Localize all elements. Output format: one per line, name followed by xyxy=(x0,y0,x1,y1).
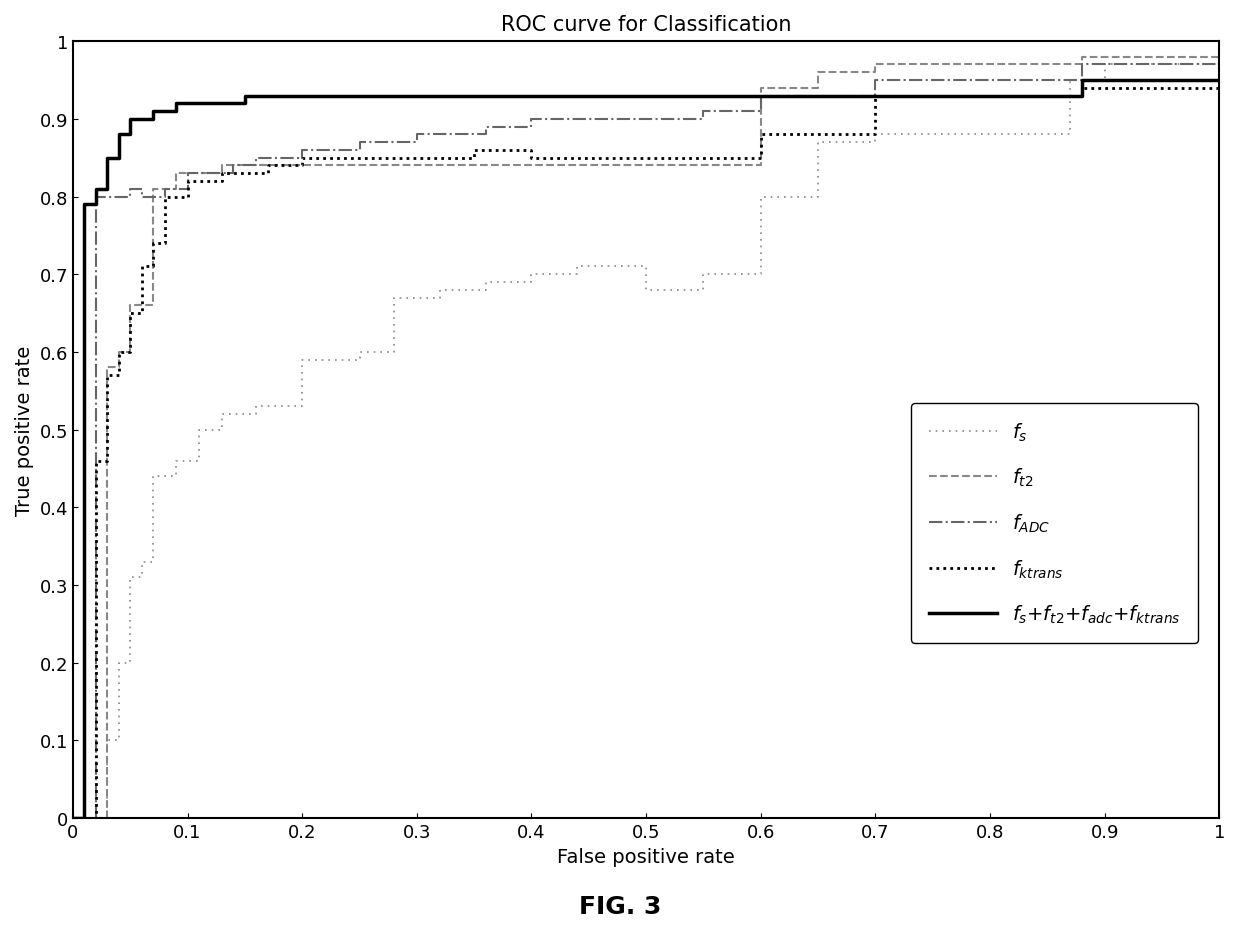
Text: FIG. 3: FIG. 3 xyxy=(579,894,661,918)
Y-axis label: True positive rate: True positive rate xyxy=(15,345,33,515)
X-axis label: False positive rate: False positive rate xyxy=(557,846,735,866)
Legend: $f_s$, $f_{t2}$, $f_{ADC}$, $f_{ktrans}$, $f_s$+$f_{t2}$+$f_{adc}$+$f_{ktrans}$: $f_s$, $f_{t2}$, $f_{ADC}$, $f_{ktrans}$… xyxy=(911,403,1198,643)
Title: ROC curve for Classification: ROC curve for Classification xyxy=(501,15,791,35)
